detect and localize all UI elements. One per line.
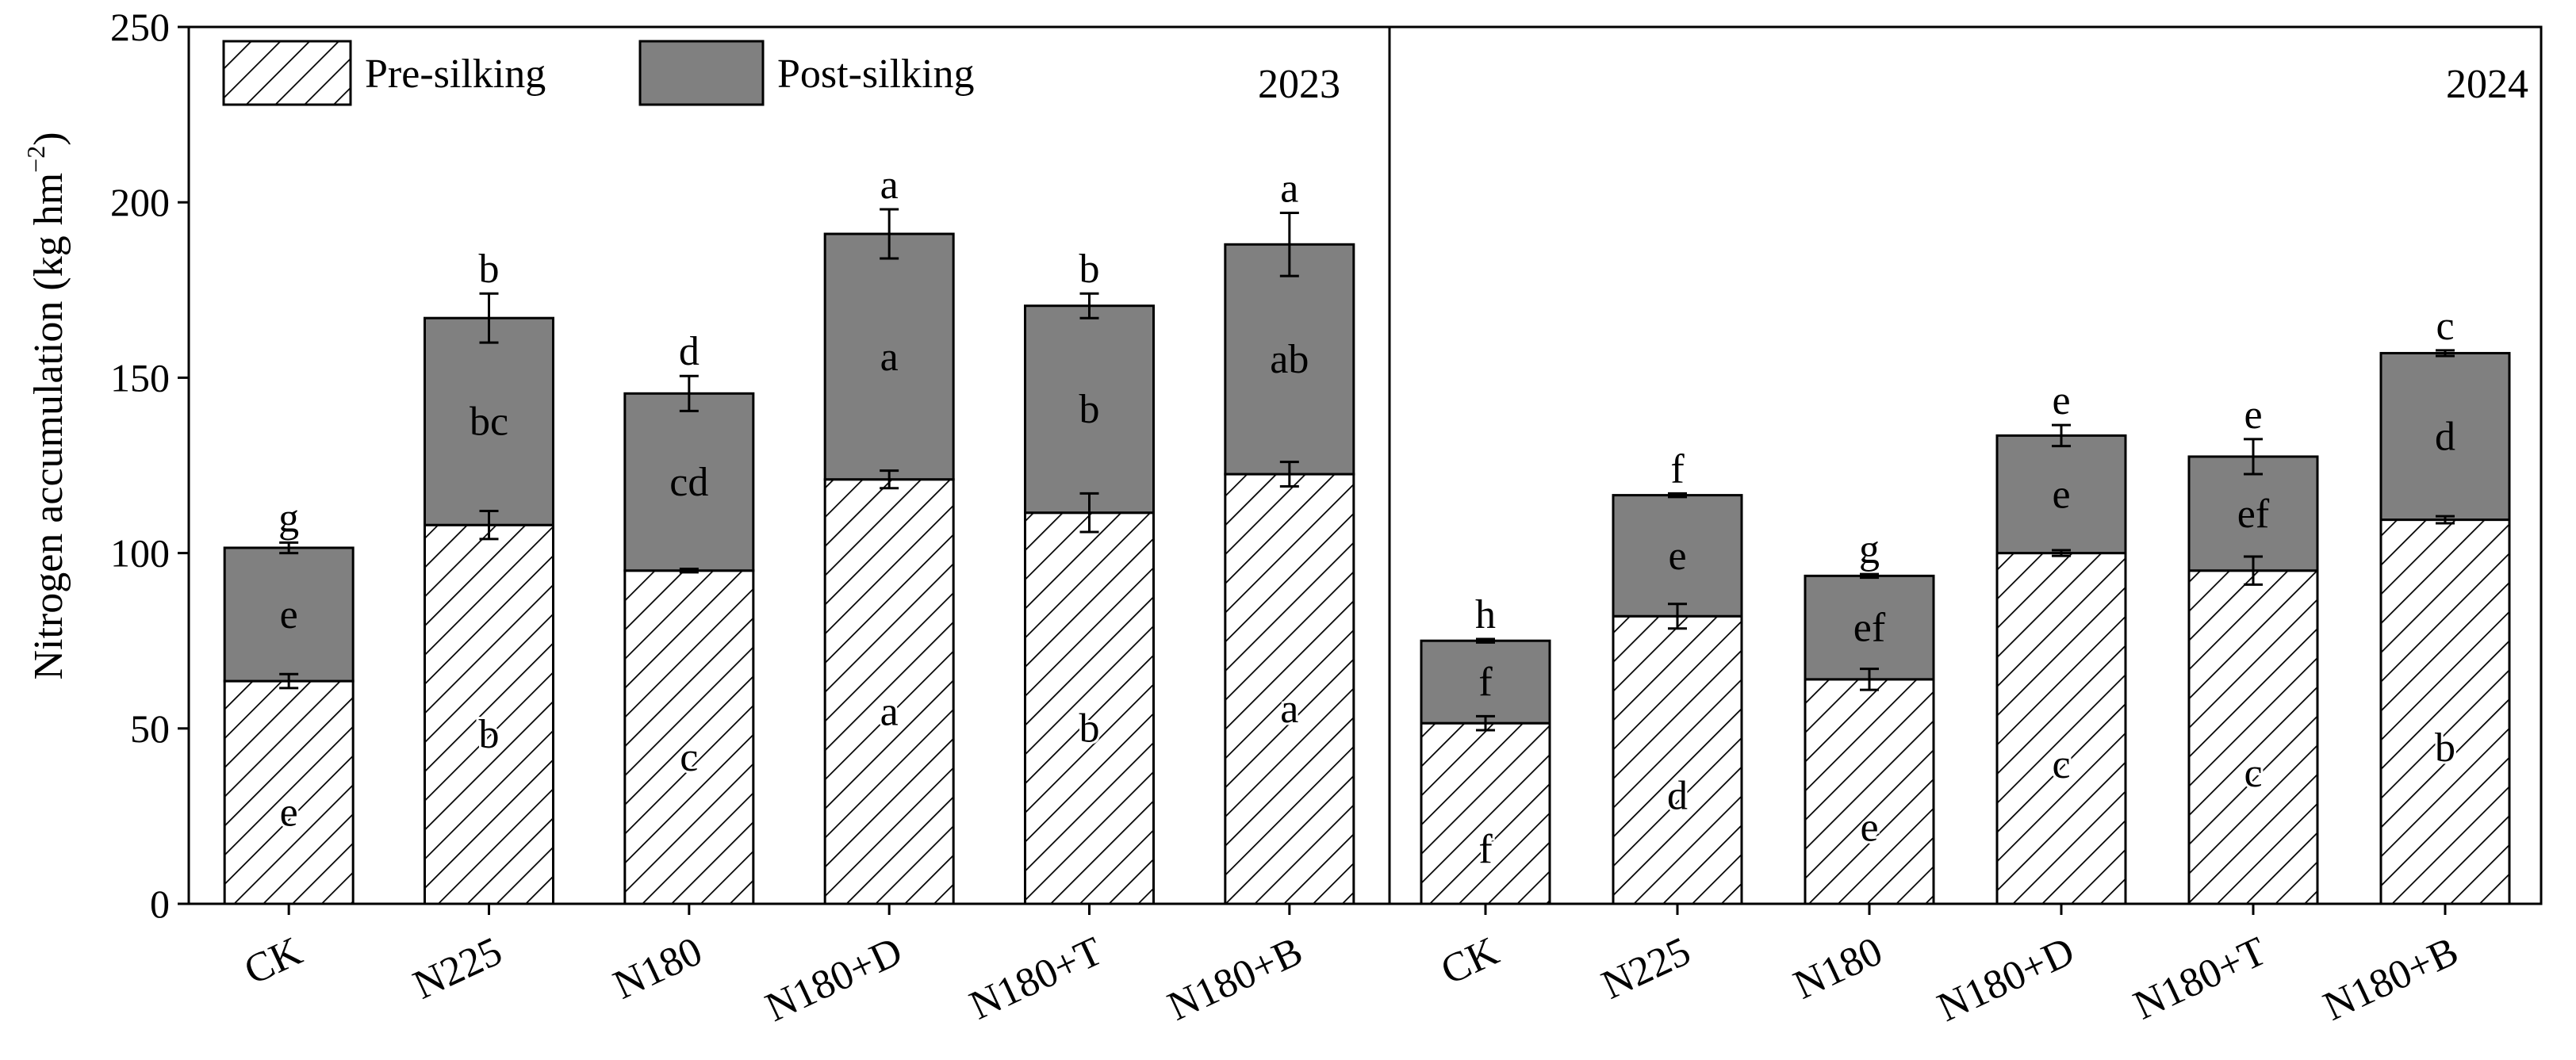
post-silking-letter: b (1079, 387, 1100, 432)
pre-silking-letter: d (1667, 774, 1688, 819)
bar-pre-silking (1995, 552, 2127, 905)
bar-post-silking (623, 392, 755, 572)
x-tick-label: N225 (1595, 928, 1697, 1008)
pre-silking-letter: a (880, 689, 899, 734)
bar-post-silking (424, 316, 554, 526)
bar-pre-silking (1804, 678, 1935, 905)
plot-area: 0501001502002502023eegCKbbcbN225ccddN180… (110, 5, 2543, 1031)
x-tick-label: N180+T (2127, 928, 2273, 1028)
total-letter: b (1079, 247, 1100, 292)
bar-post-silking (1420, 639, 1551, 725)
total-letter: c (2436, 304, 2454, 349)
total-letter: h (1475, 592, 1496, 637)
total-letter: e (2244, 392, 2262, 438)
y-axis-title-text: Nitrogen accumulation (kg hm (26, 173, 71, 680)
post-silking-letter: e (280, 592, 298, 637)
legend-swatch-pre-silking (222, 40, 352, 106)
panel-year-label: 2024 (2446, 62, 2528, 107)
plot-frame (187, 25, 2543, 905)
post-silking-letter: f (1478, 660, 1493, 705)
pre-silking-letter: c (2244, 751, 2262, 796)
y-tick-label: 50 (130, 706, 170, 751)
bar-pre-silking (2379, 519, 2511, 905)
x-tick-label: N180+D (759, 928, 909, 1031)
pre-silking-letter: e (280, 790, 298, 836)
post-silking-letter: cd (669, 460, 708, 505)
post-silking-letter: e (2052, 472, 2070, 517)
x-tick-label: CK (1435, 928, 1506, 993)
pre-silking-letter: b (1079, 706, 1100, 751)
post-silking-letter: e (1668, 534, 1686, 579)
bar-post-silking (823, 232, 955, 481)
x-tick-label: N180+B (1161, 928, 1309, 1030)
y-axis-title: Nitrogen accumulation (kg hm−2) (21, 132, 71, 679)
pre-silking-letter: f (1478, 827, 1493, 872)
legend-label-post-silking: Post-silking (777, 52, 975, 97)
bar-post-silking (1612, 494, 1743, 618)
y-axis-title-close: ) (26, 132, 71, 145)
total-letter: a (880, 163, 899, 208)
x-tick-label: N180 (1787, 928, 1889, 1008)
x-tick-label: N180+T (963, 928, 1109, 1028)
y-axis-title-superscript: −2 (21, 146, 50, 173)
total-letter: e (2052, 378, 2070, 423)
x-tick-label: N180 (607, 928, 709, 1008)
post-silking-letter: a (880, 335, 899, 380)
legend-label-pre-silking: Pre-silking (365, 52, 546, 97)
total-letter: a (1280, 166, 1298, 211)
bar-pre-silking (1224, 473, 1355, 905)
bar-pre-silking (2187, 569, 2319, 905)
y-tick-label: 200 (110, 180, 170, 224)
x-tick-label: N225 (407, 928, 509, 1008)
x-tick-label: N180+D (1931, 928, 2081, 1031)
y-tick-label: 0 (150, 882, 170, 926)
total-letter: f (1670, 446, 1685, 492)
bar-pre-silking (1420, 721, 1551, 905)
post-silking-letter: d (2435, 415, 2455, 460)
total-letter: g (278, 496, 299, 541)
bar-pre-silking (1024, 511, 1155, 905)
bar-pre-silking (823, 478, 955, 905)
pre-silking-letter: a (1280, 687, 1298, 732)
y-tick-label: 150 (110, 355, 170, 400)
bar-post-silking (1024, 304, 1155, 515)
pre-silking-letter: e (1860, 805, 1878, 850)
post-silking-letter: ef (2237, 492, 2270, 537)
bar-post-silking (2187, 455, 2319, 572)
y-tick-label: 250 (110, 5, 170, 49)
total-letter: g (1859, 527, 1880, 572)
total-letter: b (479, 247, 500, 292)
x-tick-label: N180+B (2317, 928, 2465, 1030)
total-letter: d (679, 329, 700, 374)
bar-pre-silking (623, 569, 755, 905)
post-silking-letter: bc (470, 400, 508, 445)
x-tick-label: CK (238, 928, 309, 993)
bar-pre-silking (1612, 614, 1743, 905)
pre-silking-letter: c (680, 735, 698, 780)
post-silking-letter: ef (1853, 606, 1886, 651)
pre-silking-letter: b (2435, 725, 2455, 771)
y-tick-label: 100 (110, 531, 170, 576)
legend-swatch-post-silking (638, 40, 765, 106)
pre-silking-letter: b (479, 712, 500, 757)
pre-silking-letter: c (2052, 742, 2070, 787)
panel-year-label: 2023 (1258, 62, 1340, 107)
bar-pre-silking (424, 523, 554, 905)
post-silking-letter: ab (1270, 337, 1309, 382)
